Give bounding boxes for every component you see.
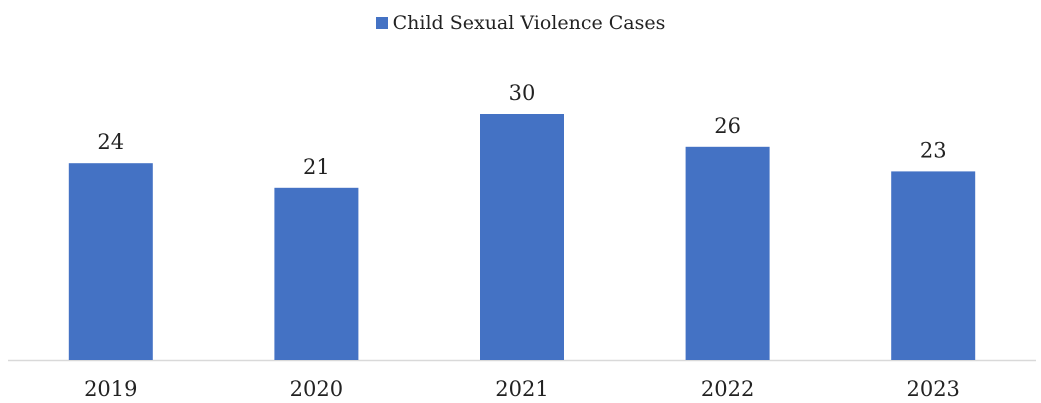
x-tick-label-2019: 2019	[84, 377, 137, 401]
data-label-2021: 30	[509, 81, 536, 105]
legend-swatch	[375, 17, 388, 29]
x-tick-label-2023: 2023	[906, 377, 959, 401]
bar-2021	[480, 114, 564, 360]
x-tick-label-2021: 2021	[495, 377, 548, 401]
bar-2022	[685, 146, 770, 360]
data-label-2020: 21	[303, 155, 330, 179]
bar-2020	[274, 187, 359, 360]
legend-label: Child Sexual Violence Cases	[392, 12, 666, 34]
bar-2019	[68, 163, 153, 360]
data-label-2022: 26	[714, 114, 741, 138]
bar-2023	[891, 171, 976, 360]
x-tick-label-2022: 2022	[701, 377, 754, 401]
legend: Child Sexual Violence Cases	[0, 12, 1041, 34]
data-label-2019: 24	[97, 130, 124, 154]
x-tick-label-2020: 2020	[290, 377, 343, 401]
data-label-2023: 23	[920, 138, 947, 162]
